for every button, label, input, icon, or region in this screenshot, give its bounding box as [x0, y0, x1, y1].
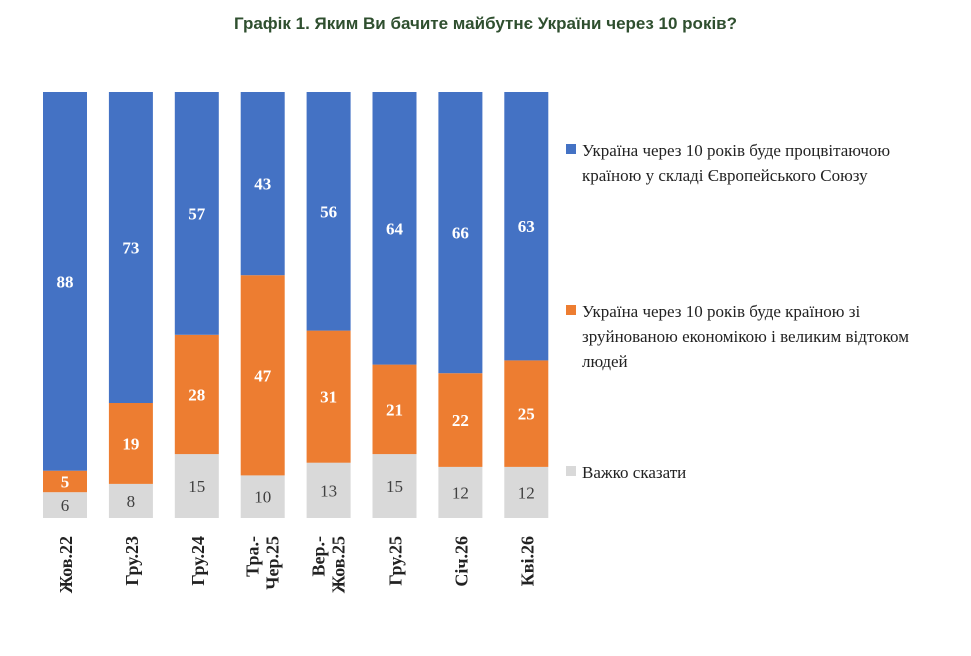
bar-segment-eu — [306, 92, 351, 331]
data-label-ruined: 28 — [188, 386, 205, 405]
legend-label-hard-to-say: Важко сказати — [582, 463, 687, 482]
data-label-eu: 66 — [452, 224, 469, 243]
data-label-ruined: 25 — [518, 405, 535, 424]
data-label-hard-to-say: 15 — [386, 477, 403, 496]
data-label-eu: 88 — [57, 272, 74, 291]
data-label-eu: 64 — [386, 219, 404, 238]
category-label: Кві.26 — [517, 536, 537, 586]
data-label-hard-to-say: 12 — [518, 483, 535, 502]
bar-segment-ruined — [108, 403, 153, 484]
category-label: Жов.22 — [56, 536, 76, 593]
bar-segment-eu — [372, 92, 417, 365]
bar-segment-ruined — [372, 364, 417, 455]
category-label: Січ.26 — [451, 536, 471, 587]
data-label-ruined: 22 — [452, 411, 469, 430]
legend-label-ruined: Україна через 10 років буде країною зі з… — [582, 302, 909, 371]
data-label-hard-to-say: 8 — [127, 492, 136, 511]
bar-segment-eu — [504, 92, 549, 361]
data-label-hard-to-say: 12 — [452, 483, 469, 502]
category-label: Вер.-Жов.25 — [309, 536, 349, 593]
bar-segment-hard-to-say — [174, 454, 219, 518]
legend-swatch-hard-to-say — [566, 466, 576, 476]
data-label-ruined: 31 — [320, 388, 337, 407]
data-label-hard-to-say: 13 — [320, 481, 337, 500]
data-label-eu: 43 — [254, 175, 271, 194]
bar-segment-ruined — [306, 330, 351, 463]
chart-title: Графік 1. Яким Ви бачите майбутнє Україн… — [233, 14, 738, 33]
data-label-ruined: 5 — [61, 472, 70, 491]
legend-item-eu: Україна через 10 років буде процвітаючою… — [566, 138, 932, 188]
bar-segment-eu — [43, 92, 87, 471]
category-label: Гру.25 — [386, 536, 406, 586]
data-label-eu: 56 — [320, 202, 337, 221]
data-label-ruined: 47 — [254, 366, 272, 385]
bar-segment-hard-to-say — [240, 475, 285, 518]
bar-segment-ruined — [438, 373, 483, 467]
category-label: Гру.23 — [122, 536, 142, 586]
bar-segment-hard-to-say — [504, 466, 549, 518]
bar-segment-eu — [438, 92, 483, 374]
bar-segment-eu — [240, 92, 285, 276]
bar-segment-hard-to-say — [108, 483, 153, 518]
category-label: Гру.24 — [188, 536, 208, 586]
legend-swatch-eu — [566, 144, 576, 154]
bar-segment-hard-to-say — [306, 462, 351, 518]
bar-segment-hard-to-say — [438, 466, 483, 518]
bar-segment-ruined — [240, 275, 285, 476]
bar-segment-ruined — [504, 360, 549, 467]
data-label-ruined: 19 — [122, 435, 139, 454]
bar-segment-hard-to-say — [43, 492, 87, 518]
bar-segment-hard-to-say — [372, 454, 417, 518]
data-label-eu: 63 — [518, 217, 535, 236]
data-label-ruined: 21 — [386, 400, 403, 419]
legend-item-ruined: Україна через 10 років буде країною зі з… — [566, 299, 932, 374]
legend-label-eu: Україна через 10 років буде процвітаючою… — [582, 141, 891, 185]
data-label-hard-to-say: 6 — [61, 496, 70, 515]
data-label-hard-to-say: 15 — [188, 477, 205, 496]
legend-item-hard-to-say: Важко сказати — [566, 460, 932, 485]
data-label-eu: 73 — [122, 239, 139, 258]
data-label-eu: 57 — [188, 204, 206, 223]
bar-segment-eu — [108, 92, 153, 403]
category-label: Тра.-Чер.25 — [243, 536, 283, 590]
bar-segment-eu — [174, 92, 219, 335]
legend-swatch-ruined — [566, 305, 576, 315]
data-label-hard-to-say: 10 — [254, 488, 271, 507]
bar-segment-ruined — [43, 470, 87, 493]
bar-segment-ruined — [174, 334, 219, 455]
